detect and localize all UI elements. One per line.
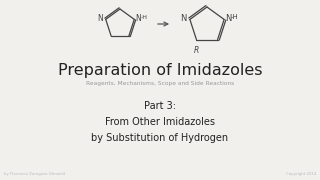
- Text: -H: -H: [140, 15, 147, 20]
- Text: N: N: [135, 14, 141, 23]
- Text: Copyright 2014: Copyright 2014: [285, 172, 316, 176]
- Text: Part 3:
From Other Imidazoles
by Substitution of Hydrogen: Part 3: From Other Imidazoles by Substit…: [92, 101, 228, 143]
- Text: -H: -H: [231, 14, 239, 21]
- Text: Reagents, Mechanisms, Scope and Side Reactions: Reagents, Mechanisms, Scope and Side Rea…: [86, 82, 234, 87]
- Text: N: N: [225, 14, 231, 23]
- Text: N: N: [180, 14, 187, 23]
- Text: R: R: [194, 46, 199, 55]
- Text: N: N: [97, 14, 103, 23]
- Text: Preparation of Imidazoles: Preparation of Imidazoles: [58, 62, 262, 78]
- Text: by Florencio Zaragoza Dörwald: by Florencio Zaragoza Dörwald: [4, 172, 65, 176]
